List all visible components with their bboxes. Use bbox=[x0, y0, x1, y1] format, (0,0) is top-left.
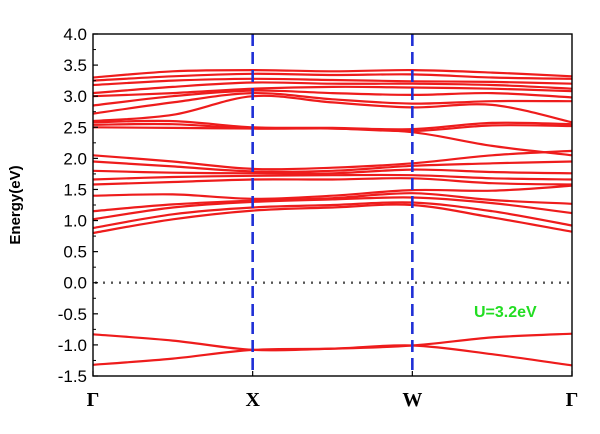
y-tick-label: -1.0 bbox=[58, 336, 87, 355]
band-line-8 bbox=[92, 177, 573, 186]
band-line-21 bbox=[92, 77, 573, 87]
y-axis-title: Energy(eV) bbox=[7, 165, 24, 244]
band-line-18 bbox=[92, 89, 573, 107]
y-tick-label: 0.5 bbox=[63, 243, 87, 262]
y-tick-label: 0.0 bbox=[63, 274, 87, 293]
band-line-23 bbox=[92, 68, 573, 79]
y-tick-label: 4.0 bbox=[63, 25, 87, 44]
band-line-7 bbox=[92, 184, 573, 200]
u-value-annotation: U=3.2eV bbox=[474, 304, 537, 321]
band-line-15 bbox=[92, 119, 573, 131]
bands-layer bbox=[92, 68, 573, 367]
band-line-22 bbox=[92, 72, 573, 82]
band-line-6 bbox=[92, 192, 573, 213]
y-tick-label: 3.0 bbox=[63, 87, 87, 106]
kpath-divider-layer bbox=[251, 34, 414, 376]
y-tick-label: 2.5 bbox=[63, 118, 87, 137]
y-tick-label: -0.5 bbox=[58, 305, 87, 324]
y-tick-label: 3.5 bbox=[63, 56, 87, 75]
y-tick-label: -1.5 bbox=[58, 367, 87, 386]
band-line-11 bbox=[92, 160, 573, 173]
y-axis-ticks: -1.5 -1.0 -0.5 0.0 0.5 1.0 1.5 2.0 2.5 3.0 3.5 4.0 bbox=[58, 25, 98, 386]
band-line-19 bbox=[92, 85, 573, 98]
y-tick-label: 1.0 bbox=[63, 212, 87, 231]
y-tick-label: 2.0 bbox=[63, 149, 87, 168]
band-line-12 bbox=[92, 149, 573, 171]
band-line-10 bbox=[92, 168, 573, 175]
band-line-17 bbox=[92, 91, 573, 115]
band-line-13 bbox=[92, 126, 573, 157]
y-tick-label: 1.5 bbox=[63, 180, 87, 199]
band-line-3 bbox=[92, 203, 573, 235]
band-line-20 bbox=[92, 81, 573, 95]
band-line-2 bbox=[92, 332, 573, 366]
band-line-4 bbox=[92, 201, 573, 230]
band-line-1 bbox=[92, 333, 573, 367]
band-line-9 bbox=[92, 173, 573, 181]
band-line-5 bbox=[92, 196, 573, 221]
x-tick-label-W: W bbox=[402, 389, 422, 411]
x-tick-label-X: X bbox=[245, 389, 260, 411]
band-line-16 bbox=[92, 94, 573, 124]
x-tick-label-Γ: Γ bbox=[566, 389, 579, 411]
x-tick-label-Γ: Γ bbox=[87, 389, 100, 411]
